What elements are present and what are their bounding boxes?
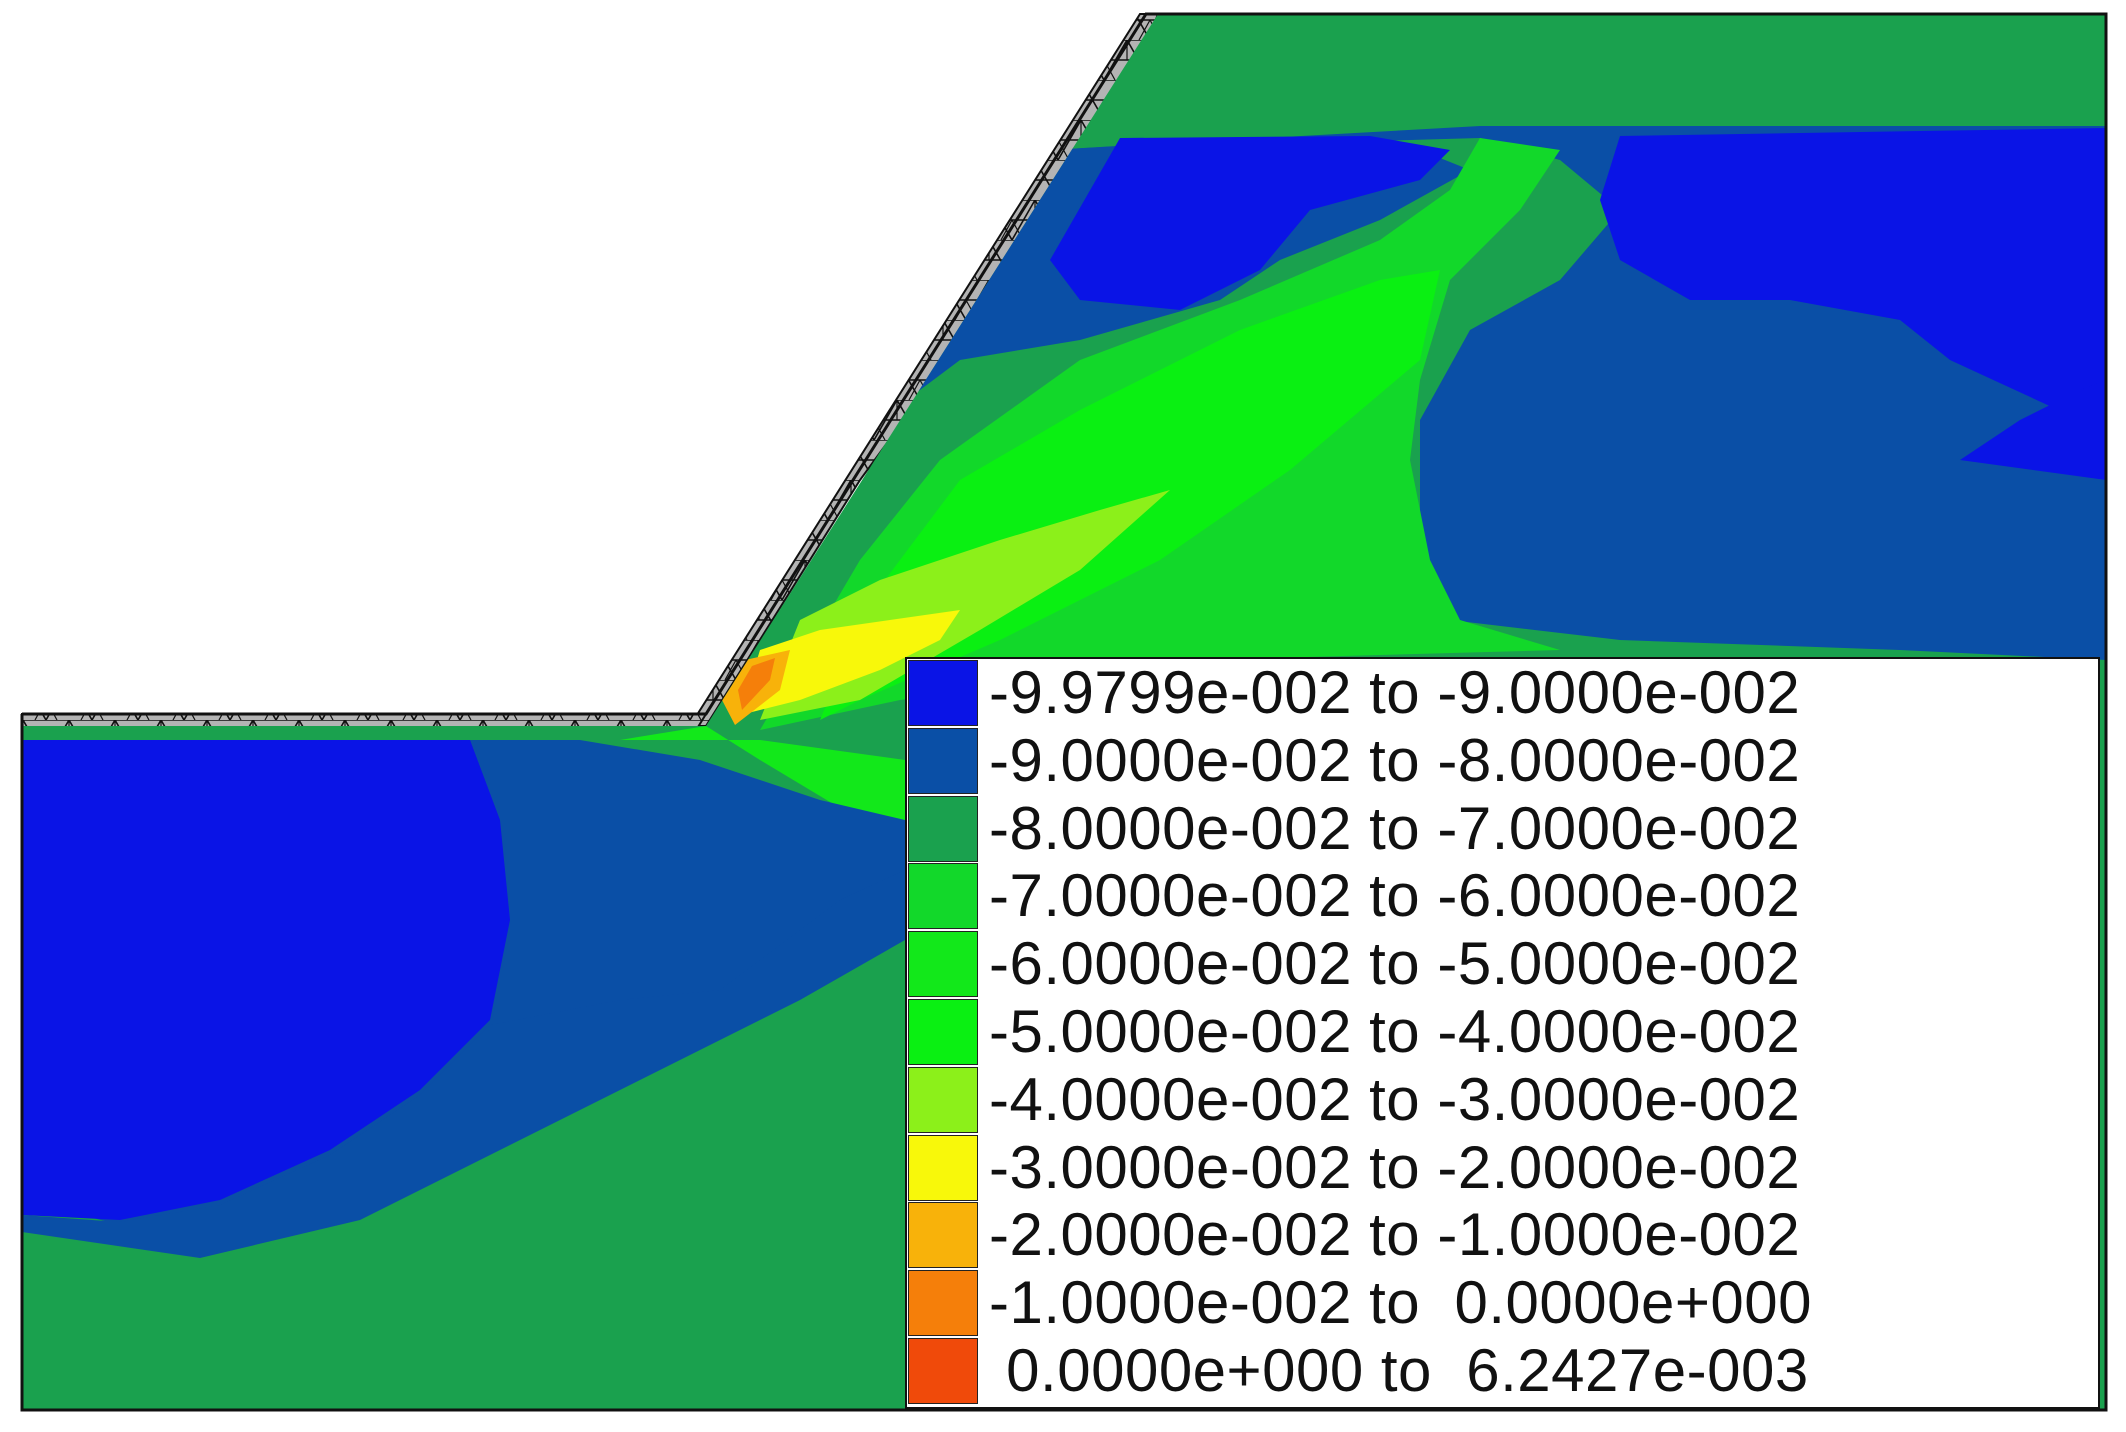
legend-range-label: 0.0000e+000 to 6.2427e-003 [989,1337,1809,1404]
legend-swatch [908,1270,978,1337]
legend-item: -6.0000e-002 to -5.0000e-002 [907,930,2098,998]
legend-swatch [908,999,978,1065]
legend-range-label: -6.0000e-002 to -5.0000e-002 [989,930,1801,998]
legend-range-label: -1.0000e-002 to 0.0000e+000 [989,1269,1813,1337]
legend-item: -9.9799e-002 to -9.0000e-002 [907,659,2098,727]
legend-item: -7.0000e-002 to -6.0000e-002 [907,862,2098,930]
contour-band-bright-blue-1 [1050,136,1450,310]
contour-band-bottom-green [22,940,905,1410]
legend-range-label: -8.0000e-002 to -7.0000e-002 [989,794,1801,862]
legend-item: -8.0000e-002 to -7.0000e-002 [907,795,2098,863]
legend-range-label: -9.0000e-002 to -8.0000e-002 [989,726,1801,794]
contour-band-bright-blue-2 [1600,128,2106,420]
legend-item: -3.0000e-002 to -2.0000e-002 [907,1134,2098,1202]
legend-swatch [908,795,978,862]
legend-range-label: -4.0000e-002 to -3.0000e-002 [989,1065,1801,1133]
legend-swatch [908,727,978,794]
legend-swatch [908,1066,978,1133]
legend-item: -2.0000e-002 to -1.0000e-002 [907,1201,2098,1269]
legend-range-label: -5.0000e-002 to -4.0000e-002 [989,998,1801,1065]
legend-swatch [908,931,978,998]
legend-range-label: -9.9799e-002 to -9.0000e-002 [989,659,1801,726]
contour-band-bright-blue-3 [1960,380,2106,480]
legend-range-label: -7.0000e-002 to -6.0000e-002 [989,862,1801,930]
legend-item: 0.0000e+000 to 6.2427e-003 [907,1337,2098,1405]
legend-swatch [908,660,978,726]
legend-range-label: -3.0000e-002 to -2.0000e-002 [989,1133,1801,1201]
contour-band-bottom-blue-strip [22,870,905,1258]
contour-band-lower-bright-blue [22,740,510,1220]
contour-band-orange [738,658,775,710]
legend-swatch [908,1338,978,1404]
contour-band-yellow [740,610,960,715]
legend-item: -5.0000e-002 to -4.0000e-002 [907,998,2098,1066]
domain-outline [20,12,2108,1412]
legend-swatch [908,1202,978,1269]
legend-item: -4.0000e-002 to -3.0000e-002 [907,1066,2098,1134]
legend-swatch [908,863,978,930]
legend-range-label: -2.0000e-002 to -1.0000e-002 [989,1201,1801,1269]
contour-legend: -9.9799e-002 to -9.0000e-002 -9.0000e-002… [905,657,2100,1409]
legend-item: -1.0000e-002 to 0.0000e+000 [907,1269,2098,1337]
legend-swatch [908,1134,978,1201]
legend-item: -9.0000e-002 to -8.0000e-002 [907,727,2098,795]
